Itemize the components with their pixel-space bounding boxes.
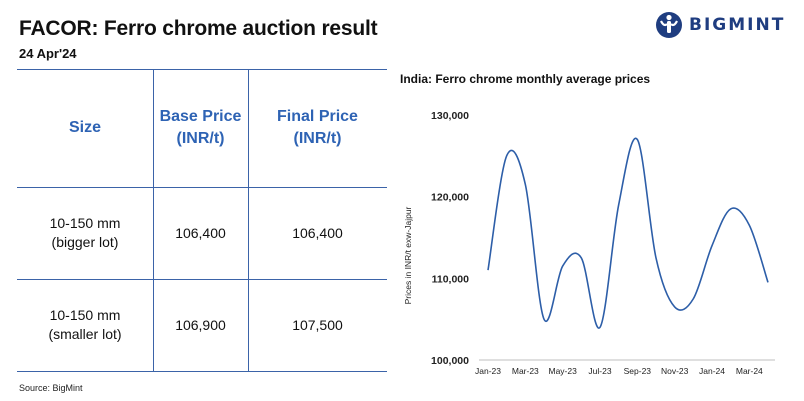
- auction-result-table: Size Base Price (INR/t) Final Price (INR…: [17, 69, 387, 372]
- row2-final-price: 107,500: [292, 316, 343, 333]
- x-tick-label: Jan-24: [699, 366, 725, 376]
- bigmint-logo-icon: [656, 12, 682, 38]
- page-title: FACOR: Ferro chrome auction result: [19, 17, 378, 40]
- y-tick-label: 100,000: [431, 355, 469, 367]
- row2-size: 10-150 mm (smaller lot): [48, 307, 122, 342]
- x-tick-label: Mar-23: [512, 366, 539, 376]
- x-tick-label: Sep-23: [624, 366, 652, 376]
- price-series-line: [487, 137, 769, 329]
- header-size: Size: [68, 119, 101, 136]
- header-final-price: Final Price (INR/t): [277, 108, 358, 147]
- row2-base-price: 106,900: [175, 316, 226, 333]
- y-tick-label: 120,000: [431, 192, 469, 204]
- x-tick-label: Jan-23: [475, 366, 501, 376]
- header-base-price: Base Price (INR/t): [159, 108, 242, 147]
- y-tick-label: 110,000: [432, 273, 470, 285]
- source-note: Source: BigMint: [19, 383, 83, 393]
- x-tick-label: May-23: [548, 366, 577, 376]
- y-tick-label: 130,000: [431, 110, 469, 122]
- price-line-chart: 100,000 110,000 120,000 130,000 Jan-23 Mar-23…: [403, 110, 775, 376]
- row1-final-price: 106,400: [292, 224, 343, 241]
- report-date: 24 Apr'24: [19, 46, 77, 61]
- y-axis-title: Prices in INR/t exw-Jajpur: [403, 206, 413, 304]
- x-tick-label: Mar-24: [736, 366, 763, 376]
- x-tick-label: Nov-23: [661, 366, 689, 376]
- chart-title: India: Ferro chrome monthly average pric…: [400, 72, 651, 86]
- x-tick-label: Jul-23: [588, 366, 611, 376]
- row1-size: 10-150 mm (bigger lot): [49, 215, 121, 250]
- brand-name: BIGMINT: [689, 15, 786, 35]
- bigmint-logo: BIGMINT: [655, 10, 785, 40]
- row1-base-price: 106,400: [175, 224, 226, 241]
